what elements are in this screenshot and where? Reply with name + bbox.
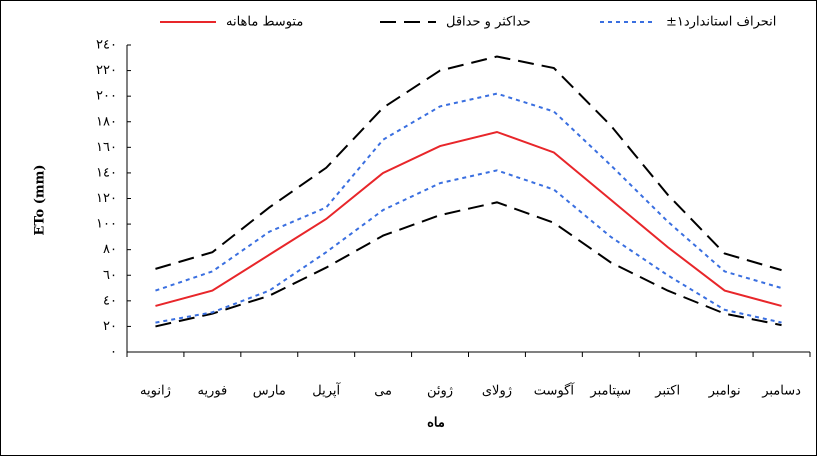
y-tick-label: ٤٠ — [103, 293, 117, 308]
x-tick-label: ژوئن — [427, 384, 453, 399]
y-tick-label: ٢٢٠ — [96, 63, 117, 78]
x-axis-label: ماه — [427, 416, 445, 431]
y-tick-label: ١٠٠ — [96, 217, 117, 232]
x-tick-label: نوامبر — [708, 384, 741, 399]
series-line — [155, 92, 782, 292]
x-tick-label: مارس — [253, 384, 286, 399]
x-tick-label: می — [374, 384, 392, 399]
x-tick-label: آپریل — [312, 382, 341, 399]
y-tick-label: ٢٠ — [103, 319, 117, 334]
y-tick-label: ٠ — [110, 345, 117, 360]
x-tick-label: ژانویه — [140, 384, 171, 399]
series-line — [155, 201, 782, 328]
y-axis-label: ETo (mm) — [33, 164, 48, 235]
legend-label: حداکثر و حداقل — [446, 15, 531, 30]
legend-label: ±۱انحراف استاندارد — [666, 15, 776, 30]
x-tick-label: فوریه — [197, 384, 227, 399]
y-tick-label: ٨٠ — [103, 242, 117, 257]
y-tick-label: ١٨٠ — [96, 114, 117, 129]
y-tick-label: ١٦٠ — [96, 140, 117, 155]
x-tick-label: اکتبر — [654, 384, 680, 399]
legend-label: متوسط ماهانه — [226, 15, 303, 30]
x-tick-label: دسامبر — [761, 384, 801, 399]
x-tick-label: ژولای — [482, 384, 512, 399]
series-line — [155, 55, 782, 272]
y-tick-label: ٢٤٠ — [96, 38, 117, 53]
series-line — [155, 130, 782, 307]
y-tick-label: ١٤٠ — [96, 165, 117, 180]
y-tick-label: ٦٠ — [103, 268, 117, 283]
y-tick-label: ١٢٠ — [96, 191, 117, 206]
series-line — [155, 169, 782, 324]
x-tick-label: آگوست — [534, 382, 576, 399]
y-tick-label: ٢٠٠ — [96, 89, 117, 104]
x-tick-label: سپتامبر — [589, 384, 631, 399]
